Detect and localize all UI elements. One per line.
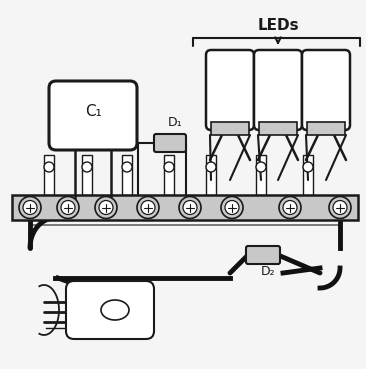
Circle shape (99, 200, 113, 214)
Text: C₁: C₁ (85, 103, 101, 118)
Circle shape (44, 162, 54, 172)
FancyBboxPatch shape (246, 246, 280, 264)
FancyBboxPatch shape (254, 50, 302, 130)
Circle shape (82, 162, 92, 172)
FancyBboxPatch shape (66, 281, 154, 339)
Circle shape (329, 197, 351, 218)
Circle shape (19, 197, 41, 218)
Bar (256, 155, 266, 195)
Circle shape (141, 200, 155, 214)
Bar (259, 122, 297, 135)
Text: D₂: D₂ (261, 265, 275, 278)
Bar (82, 155, 92, 195)
FancyBboxPatch shape (49, 81, 137, 150)
Circle shape (137, 197, 159, 218)
Bar (303, 155, 313, 195)
Bar (122, 155, 132, 195)
Bar (206, 155, 216, 195)
Circle shape (225, 200, 239, 214)
Ellipse shape (101, 300, 129, 320)
Circle shape (61, 200, 75, 214)
Bar (307, 122, 345, 135)
Circle shape (206, 162, 216, 172)
Circle shape (303, 162, 313, 172)
Circle shape (23, 200, 37, 214)
Circle shape (95, 197, 117, 218)
Circle shape (333, 200, 347, 214)
FancyBboxPatch shape (154, 134, 186, 152)
Circle shape (183, 200, 197, 214)
Circle shape (122, 162, 132, 172)
Circle shape (283, 200, 297, 214)
Circle shape (57, 197, 79, 218)
Circle shape (221, 197, 243, 218)
Bar (44, 155, 54, 195)
Circle shape (256, 162, 266, 172)
Bar (164, 155, 174, 195)
Circle shape (164, 162, 174, 172)
FancyBboxPatch shape (302, 50, 350, 130)
FancyBboxPatch shape (206, 50, 254, 130)
Bar (12, 195, 358, 220)
Text: D₁: D₁ (168, 116, 182, 129)
Bar (211, 122, 249, 135)
Text: LEDs: LEDs (257, 18, 299, 33)
Circle shape (179, 197, 201, 218)
Circle shape (279, 197, 301, 218)
